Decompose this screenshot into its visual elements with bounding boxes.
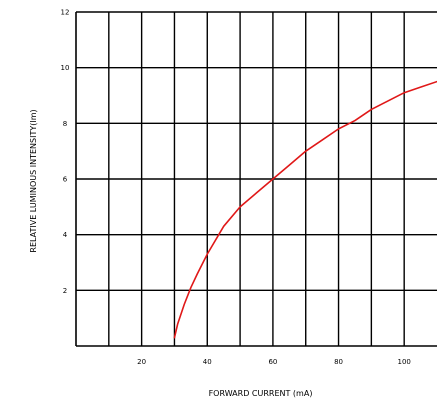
x-tick-label-60: 60 (268, 358, 277, 366)
y-tick-label-10: 10 (61, 64, 70, 72)
x-tick-label-100: 100 (397, 358, 410, 366)
grid (75, 11, 437, 347)
y-tick-label-8: 8 (63, 120, 67, 128)
x-tick-label-20: 20 (137, 358, 146, 366)
series-layer (173, 80, 437, 339)
x-tick-label-40: 40 (203, 358, 212, 366)
y-tick-label-2: 2 (63, 287, 67, 295)
x-axis-title: FORWARD CURRENT (mA) (209, 389, 313, 398)
series-line-0 (173, 80, 437, 339)
y-tick-label-6: 6 (63, 176, 68, 184)
y-tick-label-12: 12 (61, 9, 70, 17)
y-tick-label-4: 4 (63, 231, 68, 239)
x-tick-label-80: 80 (334, 358, 343, 366)
tick-labels: 2 4 6 8 10 12 20 40 60 80 100 (61, 9, 411, 367)
y-axis-title: RELATIVE LUMINOUS INTENSITY(Im) (29, 109, 38, 252)
